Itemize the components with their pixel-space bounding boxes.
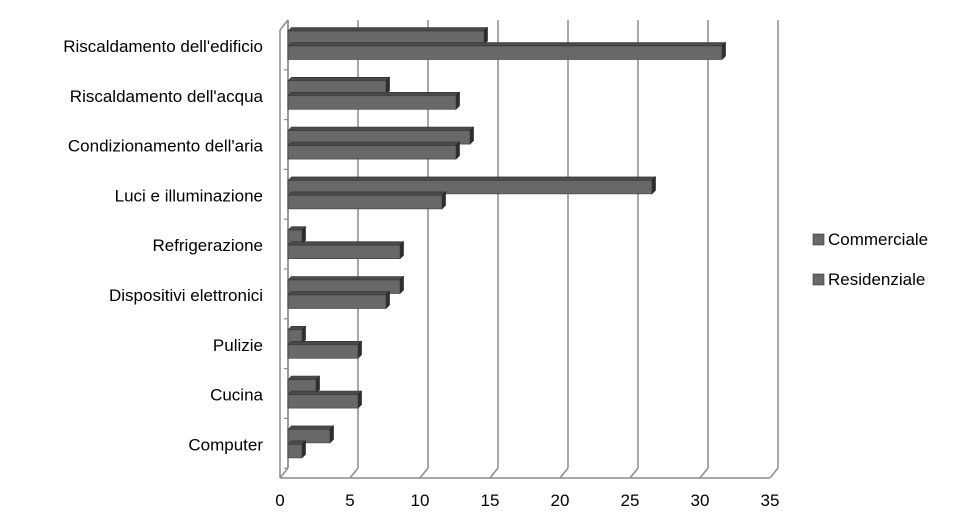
bar-front-face <box>287 394 359 409</box>
bar <box>287 126 475 145</box>
bar <box>287 91 461 111</box>
bar-top-face <box>287 191 447 196</box>
bar-top-face <box>287 141 461 146</box>
bar-top-face <box>287 126 475 131</box>
bar-top-face <box>287 375 321 380</box>
bar <box>287 390 363 409</box>
bar-front-face <box>287 444 303 459</box>
bar-front-face <box>287 244 401 259</box>
bar-layer <box>287 26 727 459</box>
floor-tick <box>769 467 779 479</box>
x-tick-label: 5 <box>345 491 354 510</box>
legend: Commerciale Residenziale <box>812 230 928 289</box>
bar-front-face <box>287 195 443 210</box>
bar <box>287 225 307 245</box>
x-tick-labels: 0 5 10 15 20 25 30 35 <box>275 491 779 510</box>
bar <box>287 240 405 260</box>
x-tick-label: 35 <box>761 491 780 510</box>
bar <box>287 290 391 310</box>
category-label: Computer <box>188 435 263 454</box>
bar <box>287 76 391 96</box>
bar <box>287 191 447 210</box>
bar-top-face <box>287 390 363 395</box>
bar-top-face <box>287 42 727 47</box>
bar-top-face <box>287 340 363 346</box>
bar-top-face <box>287 425 335 430</box>
bar <box>287 26 489 46</box>
bar <box>287 375 321 394</box>
legend-item: Commerciale <box>812 230 928 249</box>
bar <box>287 325 307 345</box>
bar-front-face <box>287 429 331 444</box>
floor-tick <box>279 467 289 479</box>
bar-top-face <box>287 27 489 32</box>
category-label: Cucina <box>210 386 263 405</box>
x-tick-label: 25 <box>621 491 640 510</box>
x-tick-label: 20 <box>551 491 570 510</box>
floor-tick <box>629 467 639 479</box>
bar <box>287 275 405 295</box>
bar-front-face <box>287 294 387 309</box>
floor-tick <box>349 467 359 479</box>
floor-tick <box>419 467 429 479</box>
floor-tick <box>559 467 569 479</box>
bar-front-face <box>287 180 653 195</box>
bar-top-face <box>287 176 657 181</box>
bar-front-face <box>287 145 457 160</box>
x-tick-label: 30 <box>691 491 710 510</box>
category-label: Riscaldamento dell'acqua <box>70 87 264 106</box>
category-label: Luci e illuminazione <box>115 186 263 205</box>
bar-front-face <box>287 45 723 60</box>
category-label: Dispositivi elettronici <box>109 286 263 305</box>
bar <box>287 340 363 360</box>
bar-front-face <box>287 344 359 359</box>
floor-tick <box>489 467 499 479</box>
bar <box>287 440 307 459</box>
bar <box>287 425 335 444</box>
bar <box>287 141 461 160</box>
legend-swatch <box>812 273 825 286</box>
category-label: Riscaldamento dell'edificio <box>63 37 263 56</box>
category-label: Pulizie <box>213 336 263 355</box>
legend-label: Commerciale <box>828 230 928 249</box>
legend-label: Residenziale <box>828 270 925 289</box>
category-labels: Riscaldamento dell'edificio Riscaldamento… <box>63 37 263 454</box>
legend-swatch <box>812 233 825 246</box>
bar-top-face <box>287 241 405 246</box>
x-tick-label: 15 <box>481 491 500 510</box>
legend-item: Residenziale <box>812 270 925 289</box>
axis-corner <box>279 19 289 31</box>
bar-top-face <box>287 92 461 97</box>
floor-tick <box>699 467 709 479</box>
bar-top-face <box>287 291 391 296</box>
x-tick-label: 10 <box>411 491 430 510</box>
x-tick-label: 0 <box>275 491 284 510</box>
bar <box>287 176 657 195</box>
category-label: Condizionamento dell'aria <box>68 137 264 156</box>
bar-front-face <box>287 95 457 110</box>
bar <box>287 41 727 61</box>
bar-top-face <box>287 77 391 82</box>
bar-top-face <box>287 276 405 281</box>
category-label: Refrigerazione <box>152 236 263 255</box>
